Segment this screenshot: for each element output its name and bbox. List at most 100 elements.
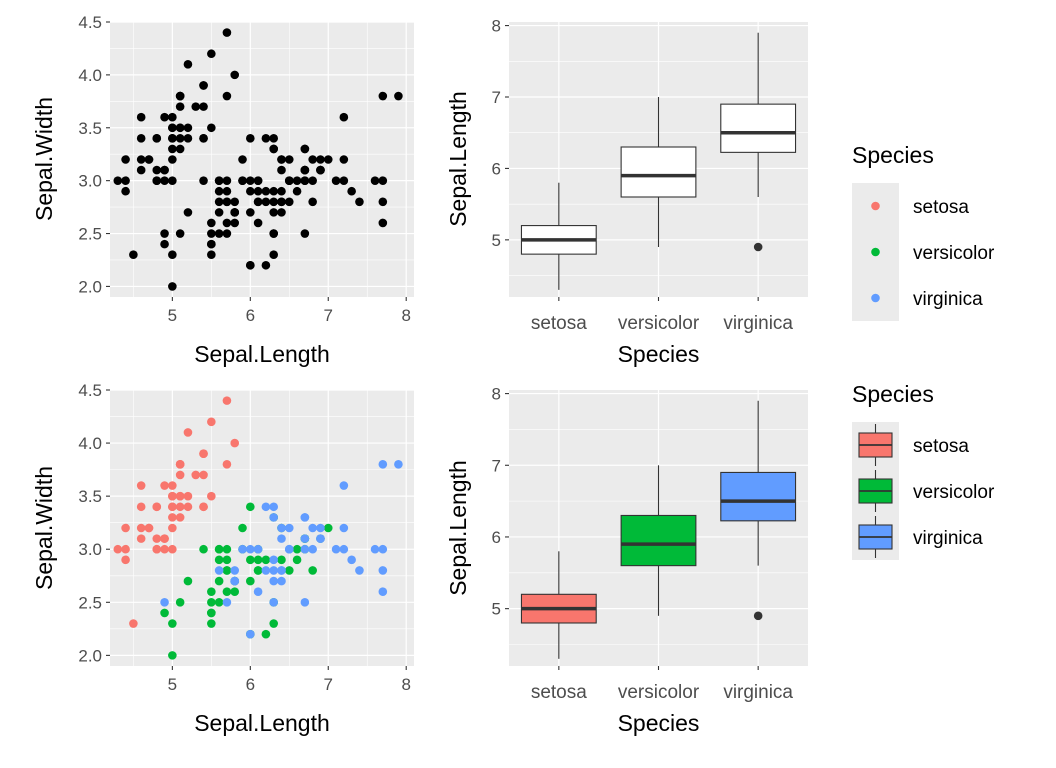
- data-point-virginica: [246, 544, 255, 554]
- data-point-virginica: [308, 176, 317, 185]
- data-point-virginica: [316, 165, 325, 175]
- data-point-setosa: [168, 144, 177, 154]
- data-point-virginica: [331, 176, 341, 185]
- data-point-virginica: [269, 566, 278, 575]
- y-tick-label: 3.5: [78, 119, 102, 138]
- data-point-versicolor: [222, 197, 232, 207]
- data-point-virginica: [269, 144, 278, 154]
- data-point-setosa: [129, 619, 138, 628]
- legend-label-versicolor: versicolor: [913, 482, 995, 503]
- outlier-point-virginica: [753, 611, 763, 621]
- data-point-virginica: [339, 155, 349, 164]
- data-point-versicolor: [308, 566, 317, 575]
- data-point-virginica: [277, 523, 286, 533]
- data-point-virginica: [284, 155, 294, 164]
- data-point-versicolor: [160, 239, 169, 249]
- data-point-versicolor: [292, 186, 302, 196]
- data-point-setosa: [160, 112, 169, 122]
- y-tick-label: 6: [492, 528, 501, 547]
- data-point-versicolor: [168, 250, 177, 259]
- y-tick-label: 8: [492, 17, 501, 36]
- data-point-versicolor: [199, 176, 208, 185]
- data-point-virginica: [339, 176, 349, 185]
- data-point-versicolor: [168, 282, 177, 291]
- data-point-setosa: [168, 123, 177, 133]
- x-tick-label: 7: [324, 306, 333, 325]
- box-versicolor: [620, 146, 697, 198]
- data-point-virginica: [277, 165, 286, 175]
- y-tick-label: 2.5: [78, 225, 102, 244]
- data-point-virginica: [300, 513, 310, 522]
- data-point-versicolor: [284, 197, 294, 207]
- data-point-setosa: [199, 470, 208, 480]
- data-point-setosa: [152, 534, 162, 543]
- x-axis-title: Sepal.Length: [194, 341, 330, 367]
- data-point-versicolor: [246, 555, 255, 565]
- legend-key-versicolor: [871, 247, 880, 257]
- data-point-virginica: [300, 165, 310, 175]
- data-point-virginica: [339, 523, 349, 533]
- data-point-versicolor: [246, 186, 255, 196]
- y-tick-label: 4.5: [78, 13, 102, 32]
- data-point-setosa: [168, 155, 177, 164]
- data-point-versicolor: [214, 576, 224, 586]
- data-point-setosa: [183, 428, 193, 437]
- data-point-virginica: [246, 176, 255, 185]
- data-point-virginica: [214, 197, 224, 207]
- data-point-versicolor: [222, 176, 232, 185]
- data-point-versicolor: [160, 608, 169, 618]
- data-point-versicolor: [207, 218, 216, 228]
- data-point-versicolor: [253, 555, 263, 565]
- data-point-versicolor: [238, 523, 247, 533]
- legend-label-setosa: setosa: [913, 197, 969, 218]
- data-point-setosa: [207, 491, 216, 501]
- data-point-virginica: [339, 112, 349, 122]
- outlier-point-virginica: [753, 242, 763, 252]
- data-point-virginica: [339, 544, 349, 554]
- data-point-virginica: [269, 555, 278, 565]
- data-point-versicolor: [261, 260, 271, 270]
- data-point-setosa: [121, 155, 130, 164]
- data-point-setosa: [175, 102, 185, 111]
- data-point-versicolor: [214, 208, 224, 217]
- data-point-virginica: [269, 208, 278, 217]
- data-point-setosa: [191, 470, 201, 480]
- data-point-virginica: [370, 176, 380, 185]
- data-point-virginica: [230, 197, 240, 207]
- data-point-virginica: [378, 197, 388, 207]
- data-point-setosa: [144, 523, 154, 533]
- data-point-virginica: [253, 587, 263, 596]
- data-point-versicolor: [175, 598, 185, 607]
- data-point-versicolor: [183, 576, 193, 586]
- data-point-versicolor: [292, 176, 302, 185]
- legend-label-virginica: virginica: [913, 528, 983, 549]
- data-point-virginica: [269, 197, 278, 207]
- data-point-versicolor: [323, 155, 333, 164]
- data-point-versicolor: [207, 229, 216, 238]
- data-point-virginica: [394, 460, 403, 469]
- data-point-setosa: [175, 460, 185, 469]
- data-point-versicolor: [222, 587, 232, 596]
- data-point-virginica: [284, 176, 294, 185]
- data-point-virginica: [300, 534, 310, 543]
- data-point-versicolor: [222, 218, 232, 228]
- data-point-virginica: [331, 544, 341, 554]
- data-point-setosa: [136, 523, 146, 533]
- data-point-virginica: [378, 544, 388, 554]
- data-point-virginica: [238, 176, 247, 185]
- x-tick-label: 6: [246, 306, 255, 325]
- data-point-versicolor: [253, 197, 263, 207]
- data-point-virginica: [355, 566, 364, 575]
- data-point-virginica: [246, 260, 255, 270]
- data-point-setosa: [191, 102, 201, 111]
- data-point-virginica: [230, 208, 240, 217]
- y-tick-label: 3.0: [78, 540, 102, 559]
- y-tick-label: 5: [492, 600, 501, 619]
- data-point-setosa: [121, 176, 130, 185]
- legend-label-versicolor: versicolor: [913, 243, 995, 264]
- data-point-virginica: [269, 502, 278, 512]
- data-point-versicolor: [269, 619, 278, 628]
- data-point-setosa: [175, 502, 185, 512]
- data-point-versicolor: [222, 186, 232, 196]
- data-point-virginica: [284, 544, 294, 554]
